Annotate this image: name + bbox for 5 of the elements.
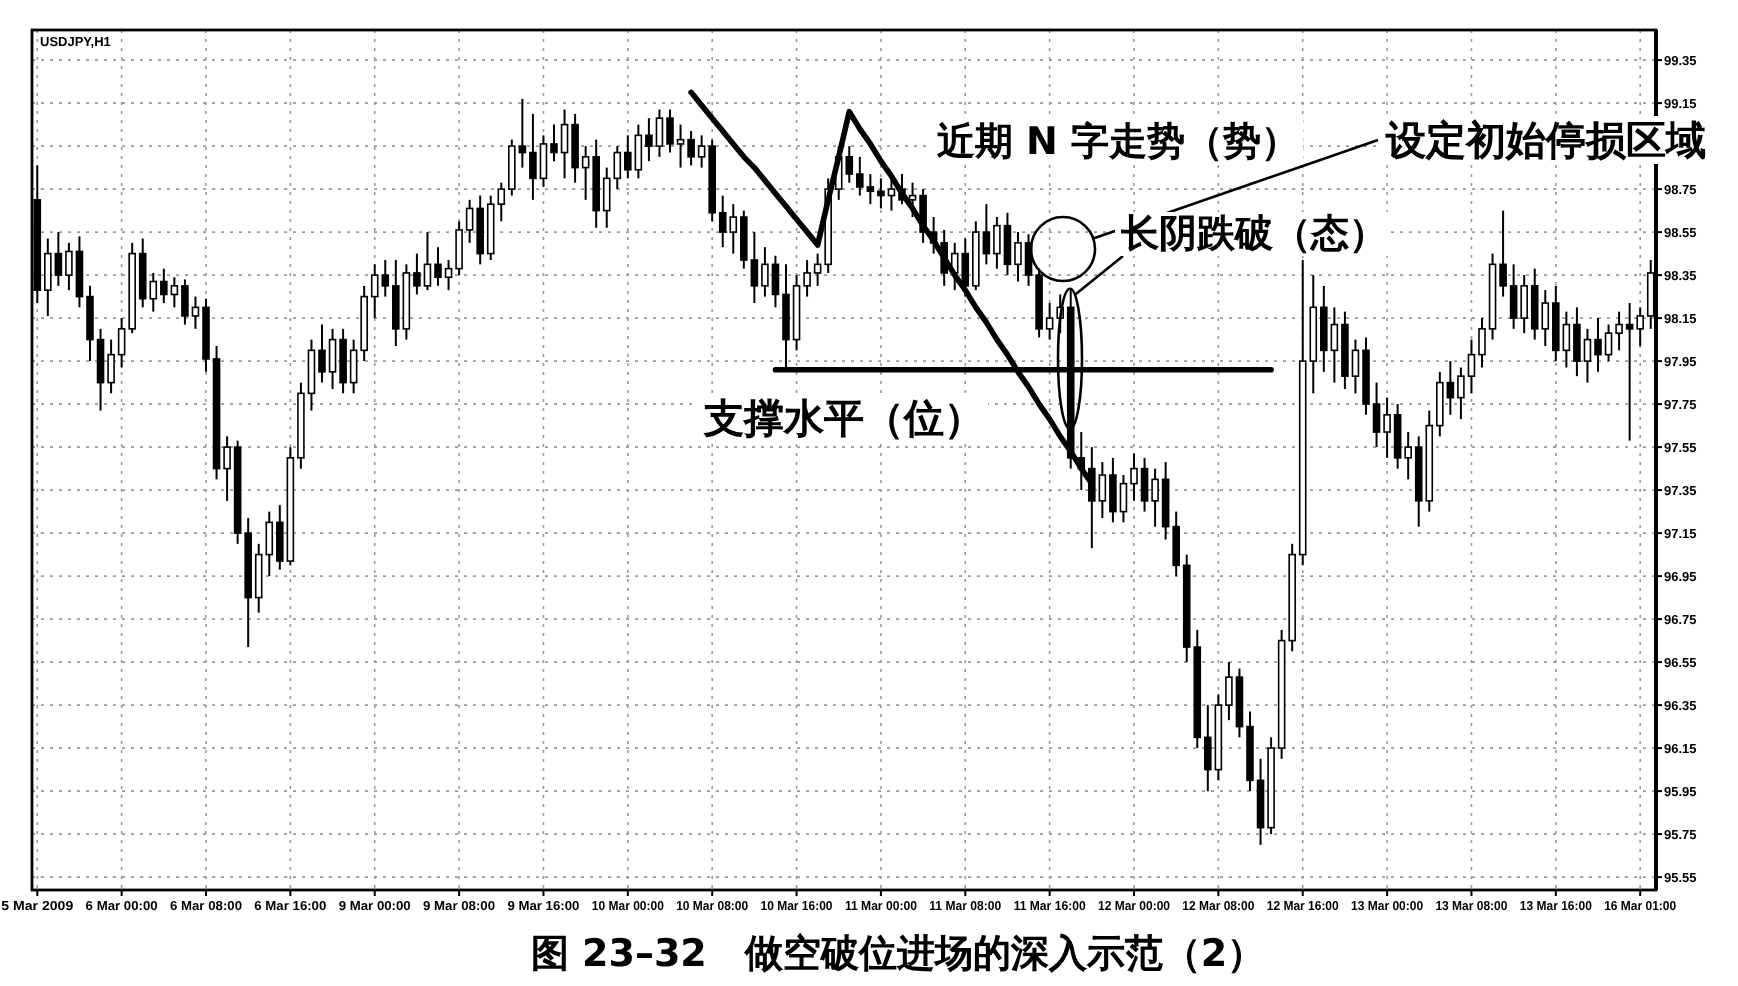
text: 图 23–32 做空破位进场的深入示范（2） [530, 932, 1266, 976]
annotation: 设定初始停损区域 [1384, 116, 1706, 164]
annotation: 支撑水平（位） [702, 394, 984, 442]
annotation: 近期 N 字走势（势） [934, 120, 1300, 164]
annotation: 长阴跌破（态） [1119, 212, 1387, 256]
